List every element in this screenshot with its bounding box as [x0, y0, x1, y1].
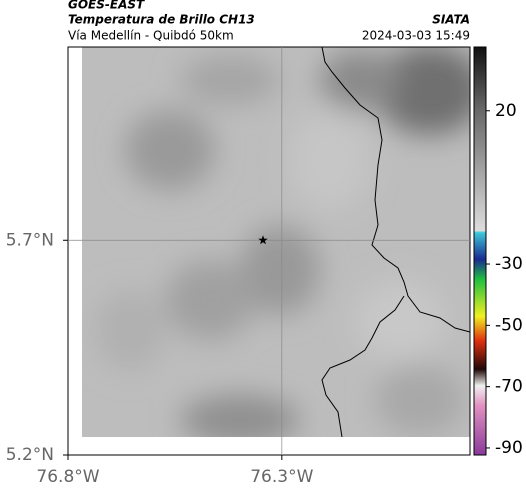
colorbar-tick-label: -30: [495, 254, 523, 274]
satellite: GOES-EAST: [68, 0, 145, 12]
location-marker: [258, 235, 268, 245]
colorbar: [473, 46, 487, 456]
y-tick-label: 5.7°N: [6, 230, 54, 250]
datetime: 2024-03-03 15:49: [362, 29, 470, 43]
subtitle: Vía Medellín - Quibdó 50km: [68, 29, 234, 43]
colorbar-tick-label: -70: [495, 377, 523, 397]
x-tick-label: 76.8°W: [36, 467, 99, 487]
colorbar-tick-label: -50: [495, 315, 523, 335]
source: SIATA: [432, 13, 470, 27]
y-tick-label: 5.2°N: [6, 445, 54, 465]
x-tick-label: 76.3°W: [250, 467, 313, 487]
title: Temperatura de Brillo CH13: [68, 13, 255, 27]
colorbar-tick-label: -90: [495, 438, 523, 458]
colorbar-tick-label: 20: [495, 101, 517, 121]
satellite-image: [82, 47, 470, 437]
map-frame: [67, 46, 471, 456]
